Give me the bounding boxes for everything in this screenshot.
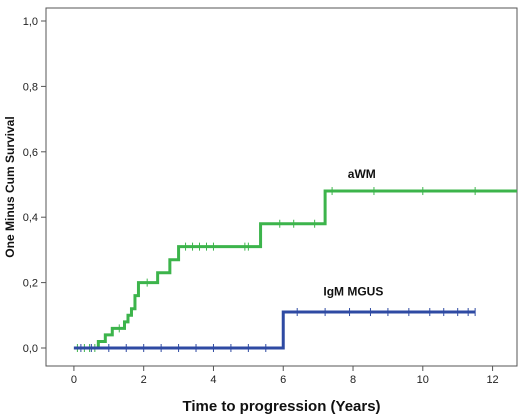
y-tick-label: 0,8 [23,81,38,93]
series-igm-mgus: IgM MGUS [73,285,476,352]
labels-layer: Time to progression (Years) One Minus Cu… [3,116,381,415]
axes: 0 2 4 6 8 10 12 0,0 0,2 0,4 0,6 0,8 1,0 [23,7,518,386]
y-tick-label: 0,0 [23,343,38,355]
y-tick-label: 0,6 [23,147,38,159]
series-label: aWM [348,167,376,181]
y-axis-title: One Minus Cum Survival [3,116,17,257]
y-tick-label: 1,0 [23,16,38,28]
y-tick-label: 0,2 [23,278,38,290]
series-awm: aWM [73,167,517,352]
x-tick-label: 2 [141,374,147,386]
x-tick-label: 12 [486,374,498,386]
x-tick-label: 10 [417,374,429,386]
series-step-line [73,189,517,350]
series-label: IgM MGUS [323,285,383,299]
x-tick-label: 0 [71,374,77,386]
x-tick-label: 8 [350,374,356,386]
series-layer: aWM IgM MGUS [73,167,517,352]
y-tick-label: 0,4 [23,212,38,224]
x-tick-label: 4 [210,374,216,386]
x-axis-title: Time to progression (Years) [182,398,380,415]
series-step-line [73,310,476,350]
plot-frame [45,7,518,367]
x-tick-label: 6 [280,374,286,386]
